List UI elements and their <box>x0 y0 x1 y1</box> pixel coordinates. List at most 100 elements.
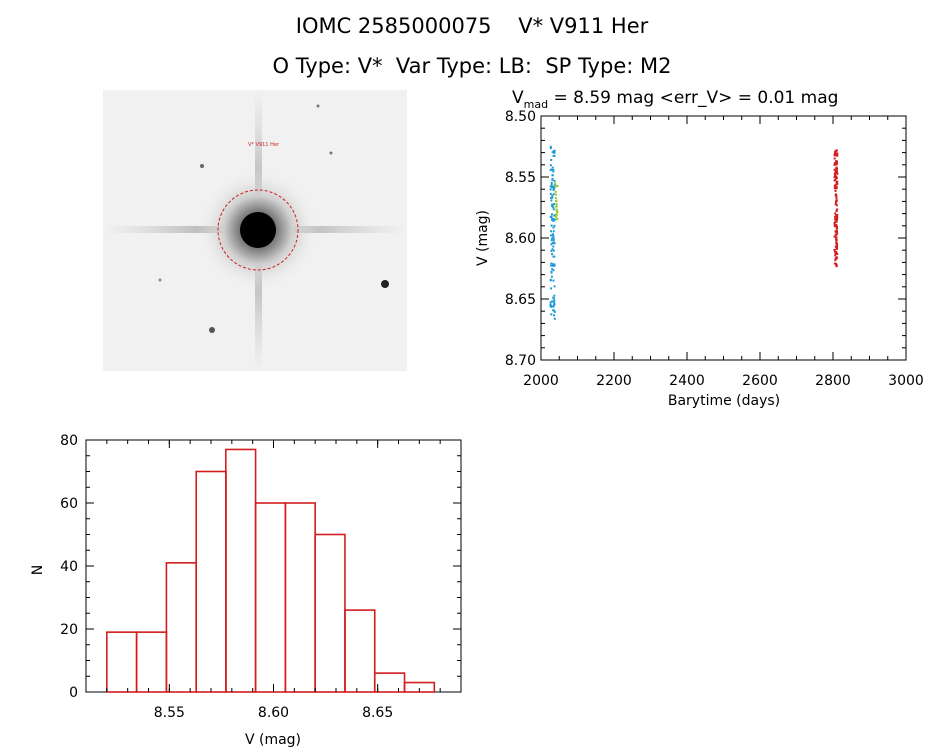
data-point-series-2 <box>835 204 838 207</box>
data-point-series-2 <box>834 251 837 254</box>
data-point-series-0 <box>551 178 554 181</box>
data-point-series-1 <box>556 184 559 187</box>
lightcurve-title-subscript: mad <box>524 98 548 111</box>
data-point-series-0 <box>551 263 554 266</box>
data-point-series-0 <box>552 203 555 206</box>
data-point-series-2 <box>835 219 838 222</box>
data-point-series-1 <box>554 190 557 193</box>
lightcurve-title: Vmad = 8.59 mag <err_V> = 0.01 mag <box>512 88 838 111</box>
data-point-series-0 <box>553 264 556 267</box>
histogram-frame <box>85 439 462 693</box>
x-tick-label: 2400 <box>669 373 705 389</box>
data-point-series-2 <box>835 262 838 265</box>
data-point-series-2 <box>833 222 836 225</box>
data-point-series-2 <box>836 181 839 184</box>
data-point-series-0 <box>552 218 555 221</box>
data-point-series-0 <box>552 185 555 188</box>
data-point-series-0 <box>553 285 556 288</box>
histogram-bar <box>314 533 346 693</box>
data-point-series-2 <box>836 225 839 228</box>
data-point-series-0 <box>550 305 553 308</box>
data-point-series-2 <box>835 241 838 244</box>
histogram-bar <box>135 631 168 693</box>
histogram-bar <box>224 448 257 693</box>
data-point-series-0 <box>550 239 553 242</box>
data-point-series-2 <box>836 217 839 220</box>
data-point-series-0 <box>550 224 553 227</box>
data-point-series-0 <box>552 305 555 308</box>
data-point-series-2 <box>834 257 837 260</box>
data-point-series-0 <box>549 164 552 167</box>
data-point-series-2 <box>835 246 838 249</box>
data-point-series-2 <box>833 173 836 176</box>
data-point-series-0 <box>552 279 555 282</box>
data-point-series-2 <box>834 212 837 215</box>
data-point-series-2 <box>834 175 837 178</box>
data-point-series-0 <box>551 174 554 177</box>
chart-title-star-id: IOMC 2585000075 V* V911 Her <box>295 14 649 38</box>
data-point-series-0 <box>553 263 556 266</box>
data-point-series-0 <box>552 219 555 222</box>
histogram-bar <box>284 502 316 693</box>
data-point-series-2 <box>835 210 838 213</box>
data-point-series-2 <box>833 185 836 188</box>
data-point-series-2 <box>833 224 836 227</box>
data-point-series-0 <box>552 230 555 233</box>
data-point-series-0 <box>553 242 556 245</box>
data-point-series-0 <box>551 253 554 256</box>
data-point-series-0 <box>553 149 556 152</box>
data-point-series-2 <box>835 201 838 204</box>
y-tick-label: 20 <box>60 622 78 638</box>
data-point-series-2 <box>834 189 837 192</box>
data-point-series-0 <box>553 310 556 313</box>
data-point-series-0 <box>553 224 556 227</box>
data-point-series-0 <box>552 245 555 248</box>
data-point-series-0 <box>550 262 553 265</box>
data-point-series-2 <box>835 197 838 200</box>
histogram-xlabel: V (mag) <box>245 732 301 747</box>
data-point-series-0 <box>549 303 552 306</box>
data-point-series-2 <box>834 203 837 206</box>
data-point-series-2 <box>833 235 836 238</box>
data-point-series-0 <box>553 155 556 158</box>
histogram-bar <box>373 672 406 693</box>
data-point-series-2 <box>833 154 836 157</box>
data-point-series-0 <box>552 309 555 312</box>
data-point-series-2 <box>834 172 837 175</box>
data-point-series-2 <box>834 230 837 233</box>
x-tick-label: 2200 <box>596 373 632 389</box>
data-point-series-2 <box>835 213 838 216</box>
lightcurve-xlabel: Barytime (days) <box>668 393 780 409</box>
data-point-series-0 <box>550 184 553 187</box>
data-point-series-0 <box>552 226 555 229</box>
data-point-series-0 <box>552 208 555 211</box>
data-point-series-2 <box>833 262 836 265</box>
data-point-series-0 <box>552 170 555 173</box>
data-point-series-0 <box>549 304 552 307</box>
y-tick-label: 8.55 <box>505 170 536 186</box>
data-point-series-0 <box>549 147 552 150</box>
data-point-series-0 <box>553 317 556 320</box>
histogram-ylabel: N <box>30 565 46 575</box>
data-point-series-2 <box>834 193 837 196</box>
data-point-series-0 <box>550 275 553 278</box>
data-point-series-0 <box>551 166 554 169</box>
data-point-series-2 <box>834 215 837 218</box>
data-point-series-1 <box>555 205 558 208</box>
histogram-plot: 8.55 8.60 8.65 0 20 40 60 80 V (mag) N <box>30 433 462 747</box>
data-point-series-0 <box>549 279 552 282</box>
data-point-series-2 <box>834 220 837 223</box>
lightcurve-points <box>549 145 839 320</box>
data-point-series-0 <box>550 243 553 246</box>
data-point-series-0 <box>553 299 556 302</box>
data-point-series-0 <box>552 206 555 209</box>
histogram-bar <box>195 470 227 693</box>
data-point-series-0 <box>551 151 554 154</box>
target-star-core <box>240 212 276 248</box>
data-point-series-2 <box>834 252 837 255</box>
data-point-series-2 <box>836 154 839 157</box>
data-point-series-0 <box>551 177 554 180</box>
y-tick-label: 8.65 <box>505 292 536 308</box>
finder-target-label: V* V911 Her <box>248 142 280 148</box>
finder-image: V* V911 Her <box>103 90 407 371</box>
